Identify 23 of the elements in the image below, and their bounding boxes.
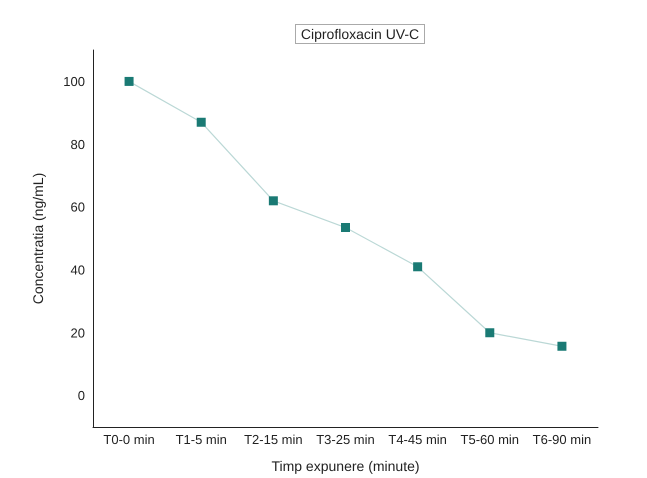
x-tick-label: T4-45 min	[388, 432, 447, 447]
x-axis-title: Timp expunere (minute)	[271, 458, 420, 474]
point	[268, 196, 278, 206]
y-tick-label: 0	[78, 388, 85, 404]
y-tick-label: 60	[70, 200, 85, 215]
point	[196, 118, 206, 127]
x-tick-label: T2-15 min	[244, 432, 303, 447]
y-tick-label: 40	[70, 262, 85, 278]
point	[341, 223, 350, 232]
point	[124, 76, 134, 86]
x-tick-label: T5-60 min	[460, 432, 520, 447]
y-tick-label: 100	[63, 74, 85, 89]
y-tick-label: 80	[70, 136, 85, 152]
x-tick-label: T1-5 min	[176, 432, 227, 447]
point	[557, 342, 566, 351]
x-tick-label: T6-90 min	[532, 432, 592, 447]
y-tick-label: 20	[70, 325, 85, 340]
x-tick-label: T3-25 min	[316, 432, 375, 447]
point	[485, 328, 494, 338]
point	[413, 262, 422, 272]
x-tick-label: T0-0 min	[103, 432, 155, 447]
chart-title: Ciprofloxacin UV-C	[300, 26, 420, 42]
y-axis-title: Concentratia (ng/mL)	[30, 172, 46, 304]
